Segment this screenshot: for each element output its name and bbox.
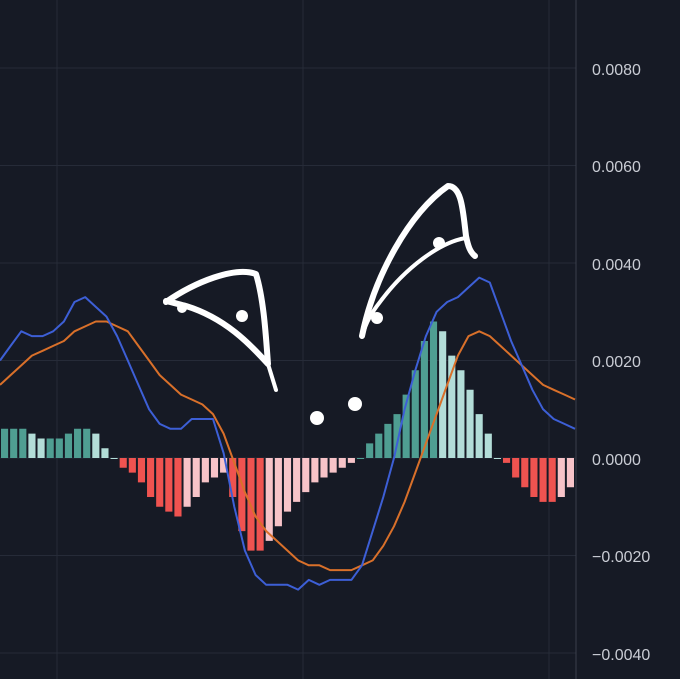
y-tick-label: 0.0040 [592,257,641,274]
histogram-bar [366,443,374,458]
histogram-bar [402,394,410,458]
histogram-bar [512,458,520,478]
histogram-bar [256,458,264,551]
histogram-bar [356,458,365,459]
histogram-bar [475,414,483,458]
histogram-bar [147,458,155,497]
grid [0,0,576,679]
histogram-bar [566,458,574,488]
histogram-bar [274,458,282,527]
histogram-bar [530,458,538,497]
histogram-bar [1,428,9,458]
y-tick-label: −0.0020 [592,549,650,566]
histogram-bar [37,438,45,458]
histogram-bar [19,428,27,458]
histogram-bar [539,458,547,502]
y-tick-label: 0.0080 [592,62,641,79]
histogram-bar [329,458,337,473]
y-tick-label: 0.0020 [592,354,641,371]
histogram-bar [92,433,100,458]
histogram-bar [28,433,36,458]
y-tick-label: −0.0040 [592,647,650,664]
histogram-bar [183,458,191,507]
histogram-bar [320,458,328,478]
histogram-bar [210,458,219,478]
histogram-bar [156,458,164,507]
histogram-bar [101,448,109,458]
histogram-bar [10,428,18,458]
histogram-bar [265,458,273,541]
histogram-bar [347,458,355,463]
histogram-bar [220,458,228,473]
histogram-bar [393,414,401,458]
histogram-bar [229,458,237,497]
histogram-bar [128,458,136,473]
histogram-bar [119,458,127,468]
histogram-bar [338,458,346,468]
left-eye-dot [310,411,324,425]
left-ear-dot [177,303,187,313]
right-ear-dot [433,237,445,249]
histogram-bar [375,433,383,458]
signal-line [0,320,576,572]
histogram-bar [502,458,511,463]
histogram-bar [192,458,200,497]
histogram-bar [484,433,492,458]
histogram-bar [420,341,428,458]
y-tick-label: 0.0000 [592,452,641,469]
histogram-bar [201,458,209,483]
histogram-bar [55,438,63,458]
histogram-bar [165,458,173,512]
histogram-bar [384,423,392,458]
macd-line [0,276,576,591]
histogram-bar [521,458,529,488]
histogram-bar [46,438,54,458]
histogram-bar [174,458,182,517]
signal-series [0,320,576,572]
histogram-bar [557,458,565,497]
histogram-bar [83,428,91,458]
histogram-bar [283,458,292,512]
histogram-bar [411,370,419,458]
macd-series [0,276,576,591]
histogram-bar [302,458,310,493]
histogram-bar [429,321,438,458]
right-eye-dot [348,397,362,411]
histogram-bar [293,458,301,502]
histogram-bar [238,458,246,532]
histogram-bar [448,355,456,458]
left-ear-stroke [266,362,278,392]
freehand-drawing [163,183,478,425]
y-axis[interactable]: 0.0080 0.0060 0.0040 0.0020 0.0000 −0.00… [592,62,650,664]
histogram-bar [311,458,319,483]
histogram-bar [137,458,146,483]
histogram-bar [110,458,118,459]
histogram-bar [74,428,82,458]
left-ear-dot [236,310,248,322]
histogram-bar [64,433,73,458]
y-tick-label: 0.0060 [592,159,641,176]
histogram-bar [466,389,474,458]
histogram-bar [457,370,465,458]
histogram-bar [493,458,501,459]
right-ear-dot [371,312,383,324]
right-ear-doodle [359,183,478,339]
histogram-bar [548,458,556,502]
